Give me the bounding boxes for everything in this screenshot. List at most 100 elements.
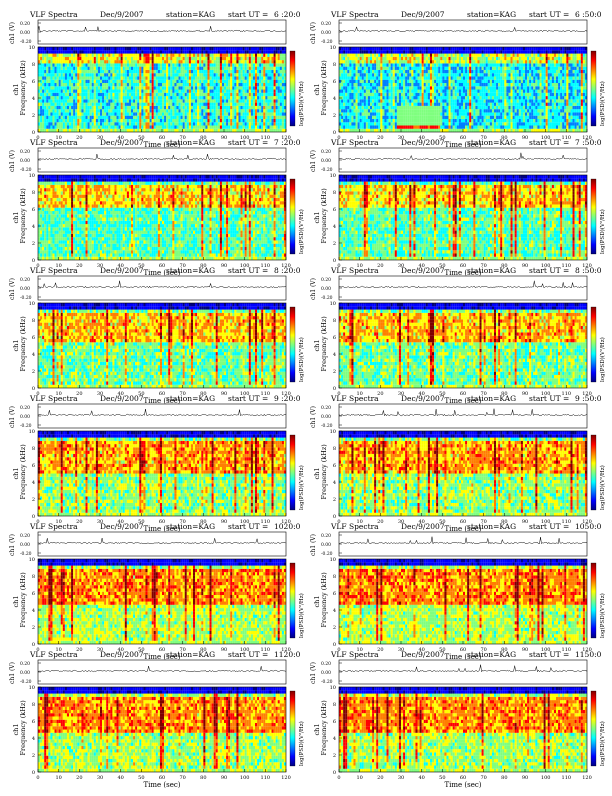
spectrogram-cell xyxy=(376,119,378,122)
spectrogram-cell xyxy=(280,93,282,96)
spectrogram-cell xyxy=(263,70,265,73)
spectrogram-cell xyxy=(395,63,397,66)
spectrogram-cell xyxy=(195,112,197,115)
spectrogram-cell xyxy=(461,122,463,125)
spectrogram-cell xyxy=(257,109,259,112)
spectrogram-cell xyxy=(259,83,261,86)
spectrogram-cell xyxy=(92,129,94,132)
spectrogram-cell xyxy=(212,93,214,96)
spectrogram-cell xyxy=(48,99,50,102)
spectrogram-cell xyxy=(133,63,135,66)
spectrogram-cell xyxy=(110,129,112,132)
spectrogram-cell xyxy=(347,129,349,132)
spectrogram-cell xyxy=(358,122,360,125)
spectrogram-cell xyxy=(86,90,88,93)
spectrogram-cell xyxy=(374,119,376,122)
spectrogram-cell xyxy=(73,116,75,119)
spectrogram-cell xyxy=(119,54,121,57)
spectrogram-cell xyxy=(424,67,426,70)
spectrogram-cell xyxy=(145,90,147,93)
spectrogram-cell xyxy=(92,112,94,115)
spectrogram-cell xyxy=(123,83,125,86)
spectrogram-cell xyxy=(393,99,395,102)
spectrogram-cell xyxy=(158,99,160,102)
spectrogram-cell xyxy=(216,63,218,66)
spectrogram-cell xyxy=(63,86,65,89)
spectrogram-cell xyxy=(176,103,178,106)
spectrogram-cell xyxy=(362,73,364,76)
spectrogram-cell xyxy=(234,67,236,70)
spectrogram-cell xyxy=(263,103,265,106)
spectrogram-cell xyxy=(135,122,137,125)
spectrogram-cell xyxy=(152,116,154,119)
spectrogram-cell xyxy=(117,70,119,73)
spectrogram-cell xyxy=(341,73,343,76)
spectrogram-cell xyxy=(384,125,386,128)
spectrogram-cell xyxy=(77,90,79,93)
spectrogram-cell xyxy=(463,116,465,119)
spectrogram-cell xyxy=(444,86,446,89)
spectrogram-cell xyxy=(436,54,438,57)
spectrogram-cell xyxy=(92,63,94,66)
spectrogram-cell xyxy=(465,129,467,132)
spectrogram-cell xyxy=(459,99,461,102)
spectrogram-cell xyxy=(243,116,245,119)
spectrogram-cell xyxy=(234,103,236,106)
spectrogram-cell xyxy=(267,90,269,93)
spectrogram-cell xyxy=(199,125,201,128)
spectrogram-cell xyxy=(148,83,150,86)
spectrogram-cell xyxy=(249,76,251,79)
spectrogram-cell xyxy=(257,57,259,60)
spectrogram-cell xyxy=(158,50,160,53)
spectrogram-cell xyxy=(341,103,343,106)
spectrogram-cell xyxy=(222,54,224,57)
spectrogram-cell xyxy=(160,50,162,53)
spectrogram-cell xyxy=(463,76,465,79)
spectrogram-cell xyxy=(430,93,432,96)
spectrogram-cell xyxy=(73,103,75,106)
spectrogram-cell xyxy=(372,116,374,119)
spectrogram-cell xyxy=(129,73,131,76)
spectrogram-cell xyxy=(189,73,191,76)
spectrogram-cell xyxy=(55,76,57,79)
spectrogram-cell xyxy=(422,129,424,132)
spectrogram-cell xyxy=(465,116,467,119)
spectrogram-cell xyxy=(96,116,98,119)
spectrogram-cell xyxy=(243,129,245,132)
spectrogram-cell xyxy=(125,50,127,53)
spectrogram-cell xyxy=(52,86,54,89)
spectrogram-cell xyxy=(61,96,63,99)
spectrogram-cell xyxy=(137,67,139,70)
spectrogram-cell xyxy=(183,76,185,79)
spectrogram-cell xyxy=(247,129,249,132)
spectrogram-cell xyxy=(339,125,341,128)
spectrogram-cell xyxy=(112,67,114,70)
spectrogram-cell xyxy=(81,70,83,73)
spectrogram-cell xyxy=(191,60,193,63)
spectrogram-cell xyxy=(121,93,123,96)
spectrogram-cell xyxy=(349,70,351,73)
spectrogram-cell xyxy=(409,103,411,106)
spectrogram-cell xyxy=(432,86,434,89)
spectrogram-cell xyxy=(267,96,269,99)
spectrogram-cell xyxy=(119,86,121,89)
spectrogram-cell xyxy=(370,73,372,76)
spectrogram-cell xyxy=(473,129,475,132)
spectrogram-cell xyxy=(232,99,234,102)
spectrogram-cell xyxy=(187,122,189,125)
spectrogram-cell xyxy=(181,86,183,89)
spectrogram-cell xyxy=(391,122,393,125)
spectrogram-cell xyxy=(207,103,209,106)
spectrogram-cell xyxy=(222,122,224,125)
spectrogram-cell xyxy=(405,112,407,115)
spectrogram-cell xyxy=(63,63,65,66)
spectrogram-cell xyxy=(351,60,353,63)
spectrogram-cell xyxy=(226,125,228,128)
spectrogram-cell xyxy=(424,76,426,79)
spectrogram-cell xyxy=(272,76,274,79)
spectrogram-cell xyxy=(234,112,236,115)
spectrogram-cell xyxy=(125,90,127,93)
spectrogram-cell xyxy=(154,96,156,99)
spectrogram-cell xyxy=(477,103,479,106)
spectrogram-cell xyxy=(166,57,168,60)
